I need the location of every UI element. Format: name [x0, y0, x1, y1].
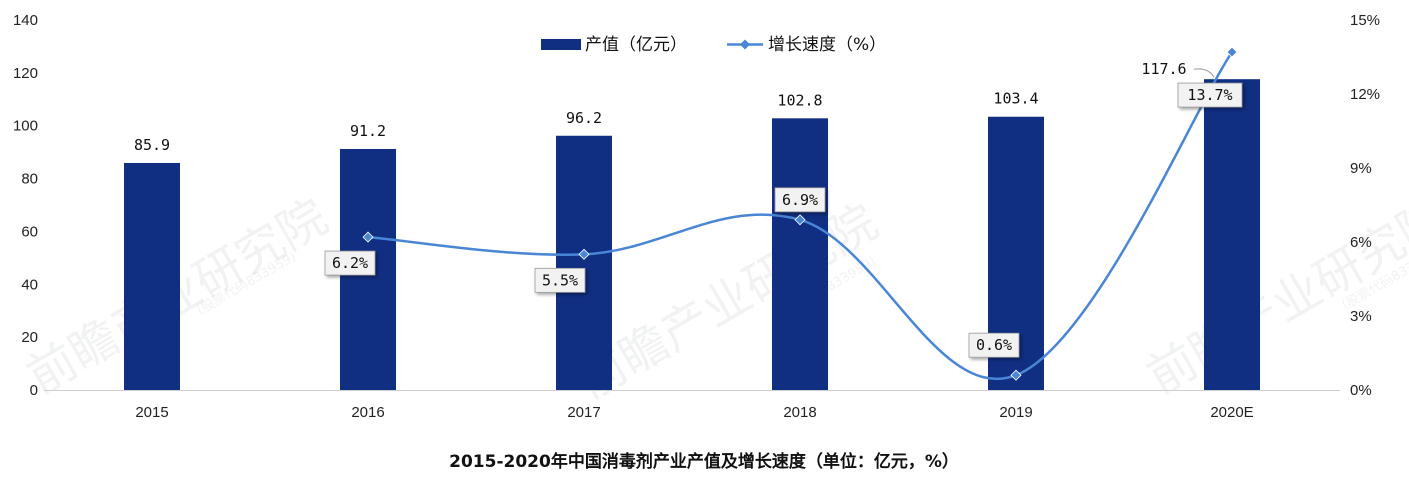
bar-data-labels: 85.9 91.2 96.2 102.8 103.4 117.6 [134, 60, 1215, 154]
left-axis-tick-label: 0 [30, 382, 38, 399]
right-axis-tick-label: 6% [1350, 234, 1372, 251]
bar [124, 162, 180, 390]
growth-marker [578, 248, 590, 260]
legend: 产值（亿元） 增长速度（%） [541, 35, 886, 55]
right-axis-tick-label: 12% [1350, 86, 1380, 103]
legend-line-label: 增长速度（%） [768, 35, 886, 55]
bar-data-label: 117.6 [1141, 60, 1186, 78]
legend-bar-label: 产值（亿元） [585, 35, 687, 55]
growth-data-callout-box [774, 187, 826, 213]
left-axis-tick-label: 100 [13, 118, 38, 135]
chart-title: 2015-2020年中国消毒剂产业产值及增长速度（单位：亿元，%） [449, 451, 959, 472]
bar-data-label: 91.2 [350, 122, 386, 140]
x-axis-tick-label: 2015 [135, 404, 168, 421]
growth-marker [1226, 46, 1238, 58]
x-axis-tick-label: 2020E [1210, 404, 1253, 421]
growth-line [367, 51, 1234, 380]
growth-data-label: 13.7% [1187, 86, 1232, 104]
left-axis-tick-label: 20 [21, 329, 38, 346]
growth-data-labels: 6.2% 5.5% 6.9% 0.6% 13.7% [324, 82, 1243, 358]
bar-data-label: 102.8 [777, 91, 822, 109]
left-axis-tick-label: 60 [21, 223, 38, 240]
growth-line-series [362, 46, 1238, 381]
growth-data-callout: 6.9% [774, 187, 826, 213]
x-axis-ticks: 2015 2016 2017 2018 2019 2020E [135, 404, 1253, 421]
right-axis-tick-label: 9% [1350, 160, 1372, 177]
bar [772, 118, 828, 391]
growth-marker [362, 231, 374, 243]
growth-data-callout-box [534, 267, 586, 293]
bar-data-label: 96.2 [566, 109, 602, 127]
growth-marker [1010, 369, 1022, 381]
x-axis-tick-label: 2018 [783, 404, 816, 421]
x-axis-tick-label: 2016 [351, 404, 384, 421]
watermark-text-2: 前瞻产业研究院 [568, 194, 887, 411]
legend-line-marker [740, 39, 750, 50]
bar-data-label: 103.4 [993, 90, 1038, 108]
growth-data-callout: 5.5% [534, 267, 586, 293]
growth-data-label: 6.9% [782, 191, 818, 209]
right-axis-tick-label: 15% [1350, 12, 1380, 29]
growth-data-callout: 6.2% [324, 250, 376, 276]
growth-data-label: 5.5% [542, 271, 578, 289]
x-axis-tick-label: 2017 [567, 404, 600, 421]
bar-label-leader-line [1193, 68, 1215, 78]
growth-data-callout: 0.6% [968, 332, 1020, 358]
growth-data-label: 6.2% [332, 254, 368, 272]
right-y-axis: 0% 3% 6% 9% 12% 15% [1350, 12, 1380, 399]
bar [556, 135, 612, 390]
growth-marker [794, 214, 806, 226]
left-axis-tick-label: 120 [13, 65, 38, 82]
left-y-axis: 0 20 40 60 80 100 120 140 [13, 12, 38, 399]
right-axis-tick-label: 3% [1350, 308, 1372, 325]
x-axis-tick-label: 2019 [999, 404, 1032, 421]
bar-series [124, 79, 1260, 391]
growth-data-label: 0.6% [976, 336, 1012, 354]
right-axis-tick-label: 0% [1350, 382, 1372, 399]
bar [1204, 79, 1260, 390]
growth-data-callout-box [1177, 82, 1243, 108]
legend-bar-swatch [541, 39, 581, 50]
growth-data-callout: 13.7% [1177, 82, 1243, 108]
bar-data-label: 85.9 [134, 136, 170, 154]
growth-data-callout-box [968, 332, 1020, 358]
left-axis-tick-label: 140 [13, 12, 38, 29]
growth-data-callout-box [324, 250, 376, 276]
left-axis-tick-label: 40 [21, 276, 38, 293]
left-axis-tick-label: 80 [21, 171, 38, 188]
